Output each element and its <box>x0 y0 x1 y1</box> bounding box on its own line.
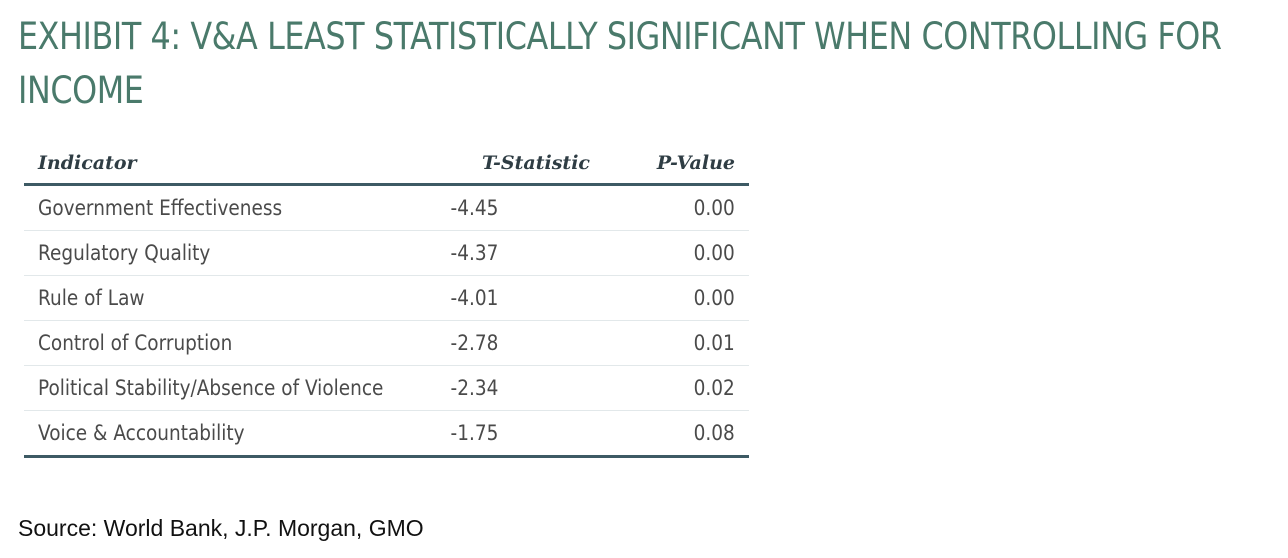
t-statistic-cell: -2.78 <box>444 320 604 366</box>
column-header-indicator: Indicator <box>24 143 444 186</box>
source-note: Source: World Bank, J.P. Morgan, GMO <box>18 515 424 541</box>
p-value-value: 0.02 <box>693 376 735 400</box>
table-row: Control of Corruption -2.78 0.01 <box>24 320 749 366</box>
statistics-table: Indicator T-Statistic P-Value Government… <box>24 143 749 458</box>
indicator-cell: Political Stability/Absence of Violence <box>24 365 444 411</box>
t-statistic-value: -1.75 <box>450 421 499 445</box>
p-value-cell: 0.01 <box>604 320 749 366</box>
t-statistic-value: -4.37 <box>450 241 499 265</box>
t-statistic-value: -2.78 <box>450 331 499 355</box>
exhibit-title-line-1: EXHIBIT 4: V&A LEAST STATISTICALLY SIGNI… <box>18 15 1222 58</box>
table-row: Voice & Accountability -1.75 0.08 <box>24 410 749 458</box>
p-value-cell: 0.02 <box>604 365 749 411</box>
column-header-p-value: P-Value <box>604 143 749 186</box>
p-value-value: 0.01 <box>693 331 735 355</box>
indicator-label: Control of Corruption <box>38 331 233 355</box>
t-statistic-value: -4.01 <box>450 286 499 310</box>
t-statistic-cell: -4.37 <box>444 230 604 276</box>
table-row: Political Stability/Absence of Violence -… <box>24 365 749 411</box>
p-value-value: 0.00 <box>693 241 735 265</box>
p-value-cell: 0.00 <box>604 275 749 321</box>
table-header-row: Indicator T-Statistic P-Value <box>24 143 749 186</box>
p-value-cell: 0.00 <box>604 230 749 276</box>
column-header-t-statistic: T-Statistic <box>444 143 604 186</box>
table-body: Government Effectiveness -4.45 0.00 Regulat… <box>24 184 749 458</box>
indicator-cell: Government Effectiveness <box>24 184 444 231</box>
p-value-cell: 0.00 <box>604 184 749 231</box>
indicator-label: Government Effectiveness <box>38 196 283 220</box>
indicator-cell: Voice & Accountability <box>24 410 444 458</box>
t-statistic-value: -2.34 <box>450 376 499 400</box>
statistics-table-container: Indicator T-Statistic P-Value Government… <box>24 143 749 458</box>
p-value-cell: 0.08 <box>604 410 749 458</box>
t-statistic-value: -4.45 <box>450 196 499 220</box>
t-statistic-cell: -1.75 <box>444 410 604 458</box>
p-value-value: 0.00 <box>693 196 735 220</box>
p-value-value: 0.00 <box>693 286 735 310</box>
indicator-cell: Control of Corruption <box>24 320 444 366</box>
table-header: Indicator T-Statistic P-Value <box>24 143 749 186</box>
exhibit-title: EXHIBIT 4: V&A LEAST STATISTICALLY SIGNI… <box>18 10 1222 118</box>
table-row: Government Effectiveness -4.45 0.00 <box>24 184 749 231</box>
table-row: Regulatory Quality -4.37 0.00 <box>24 230 749 276</box>
indicator-label: Political Stability/Absence of Violence <box>38 376 384 400</box>
t-statistic-cell: -4.01 <box>444 275 604 321</box>
indicator-cell: Regulatory Quality <box>24 230 444 276</box>
indicator-cell: Rule of Law <box>24 275 444 321</box>
t-statistic-cell: -4.45 <box>444 184 604 231</box>
p-value-value: 0.08 <box>693 421 735 445</box>
exhibit-title-line-2: INCOME <box>18 69 144 112</box>
table-row: Rule of Law -4.01 0.00 <box>24 275 749 321</box>
indicator-label: Regulatory Quality <box>38 241 211 265</box>
indicator-label: Rule of Law <box>38 286 145 310</box>
t-statistic-cell: -2.34 <box>444 365 604 411</box>
indicator-label: Voice & Accountability <box>38 421 245 445</box>
